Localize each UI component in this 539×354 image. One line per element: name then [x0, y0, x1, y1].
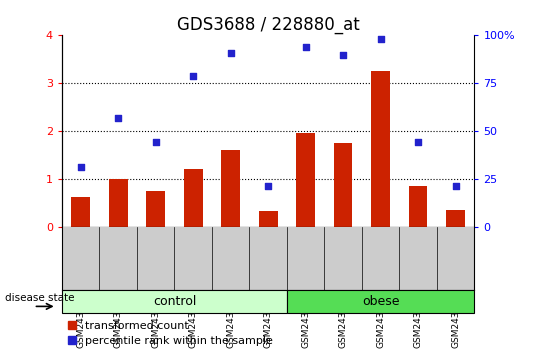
- Point: [189, 73, 197, 78]
- Point: [226, 50, 235, 56]
- Text: obese: obese: [362, 295, 399, 308]
- Bar: [109, 179, 128, 227]
- Bar: [71, 197, 90, 227]
- Legend: transformed count, percentile rank within the sample: transformed count, percentile rank withi…: [67, 321, 273, 347]
- Point: [114, 115, 122, 120]
- Point: [151, 139, 160, 145]
- Point: [414, 139, 423, 145]
- Bar: [334, 143, 353, 227]
- Bar: [446, 210, 465, 227]
- Bar: [222, 150, 240, 227]
- Point: [301, 44, 310, 50]
- Bar: [184, 169, 203, 227]
- Bar: [371, 71, 390, 227]
- Point: [451, 184, 460, 189]
- Point: [376, 36, 385, 42]
- Bar: [409, 186, 427, 227]
- Bar: [146, 191, 165, 227]
- Text: disease state: disease state: [5, 293, 75, 303]
- Text: control: control: [153, 295, 196, 308]
- Bar: [259, 211, 278, 227]
- Point: [339, 52, 348, 57]
- Point: [77, 165, 85, 170]
- Title: GDS3688 / 228880_at: GDS3688 / 228880_at: [177, 16, 360, 34]
- Bar: [62, 290, 287, 313]
- Bar: [296, 133, 315, 227]
- Point: [264, 184, 273, 189]
- Bar: [287, 290, 474, 313]
